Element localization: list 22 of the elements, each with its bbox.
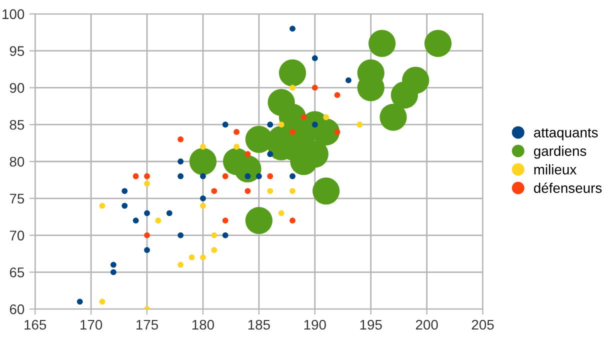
y-tick-label: 65 bbox=[10, 268, 24, 278]
x-tick-label: 175 bbox=[136, 320, 158, 330]
x-tick-label: 195 bbox=[360, 320, 382, 330]
legend-label: attaquants bbox=[534, 128, 598, 140]
y-tick-label: 60 bbox=[10, 304, 24, 314]
legend-label: défenseurs bbox=[534, 182, 602, 193]
y-tick-label: 80 bbox=[10, 156, 24, 167]
y-tick-label: 75 bbox=[10, 194, 24, 204]
x-tick-label: 180 bbox=[192, 320, 214, 330]
x-tick-label: 200 bbox=[416, 320, 438, 330]
y-tick-label: 90 bbox=[10, 83, 24, 93]
legend-label: milieux bbox=[534, 164, 576, 174]
x-tick-label: 165 bbox=[24, 320, 46, 330]
y-tick-label: 70 bbox=[10, 230, 24, 240]
x-tick-label: 205 bbox=[472, 320, 494, 330]
x-tick-label: 190 bbox=[304, 320, 326, 330]
x-tick-label: 170 bbox=[80, 320, 102, 330]
x-tick-label: 185 bbox=[248, 320, 270, 330]
y-tick-label: 100 bbox=[2, 9, 24, 20]
y-tick-label: 85 bbox=[10, 120, 24, 130]
y-tick-label: 95 bbox=[10, 46, 24, 56]
legend-label: gardiens bbox=[534, 146, 586, 159]
